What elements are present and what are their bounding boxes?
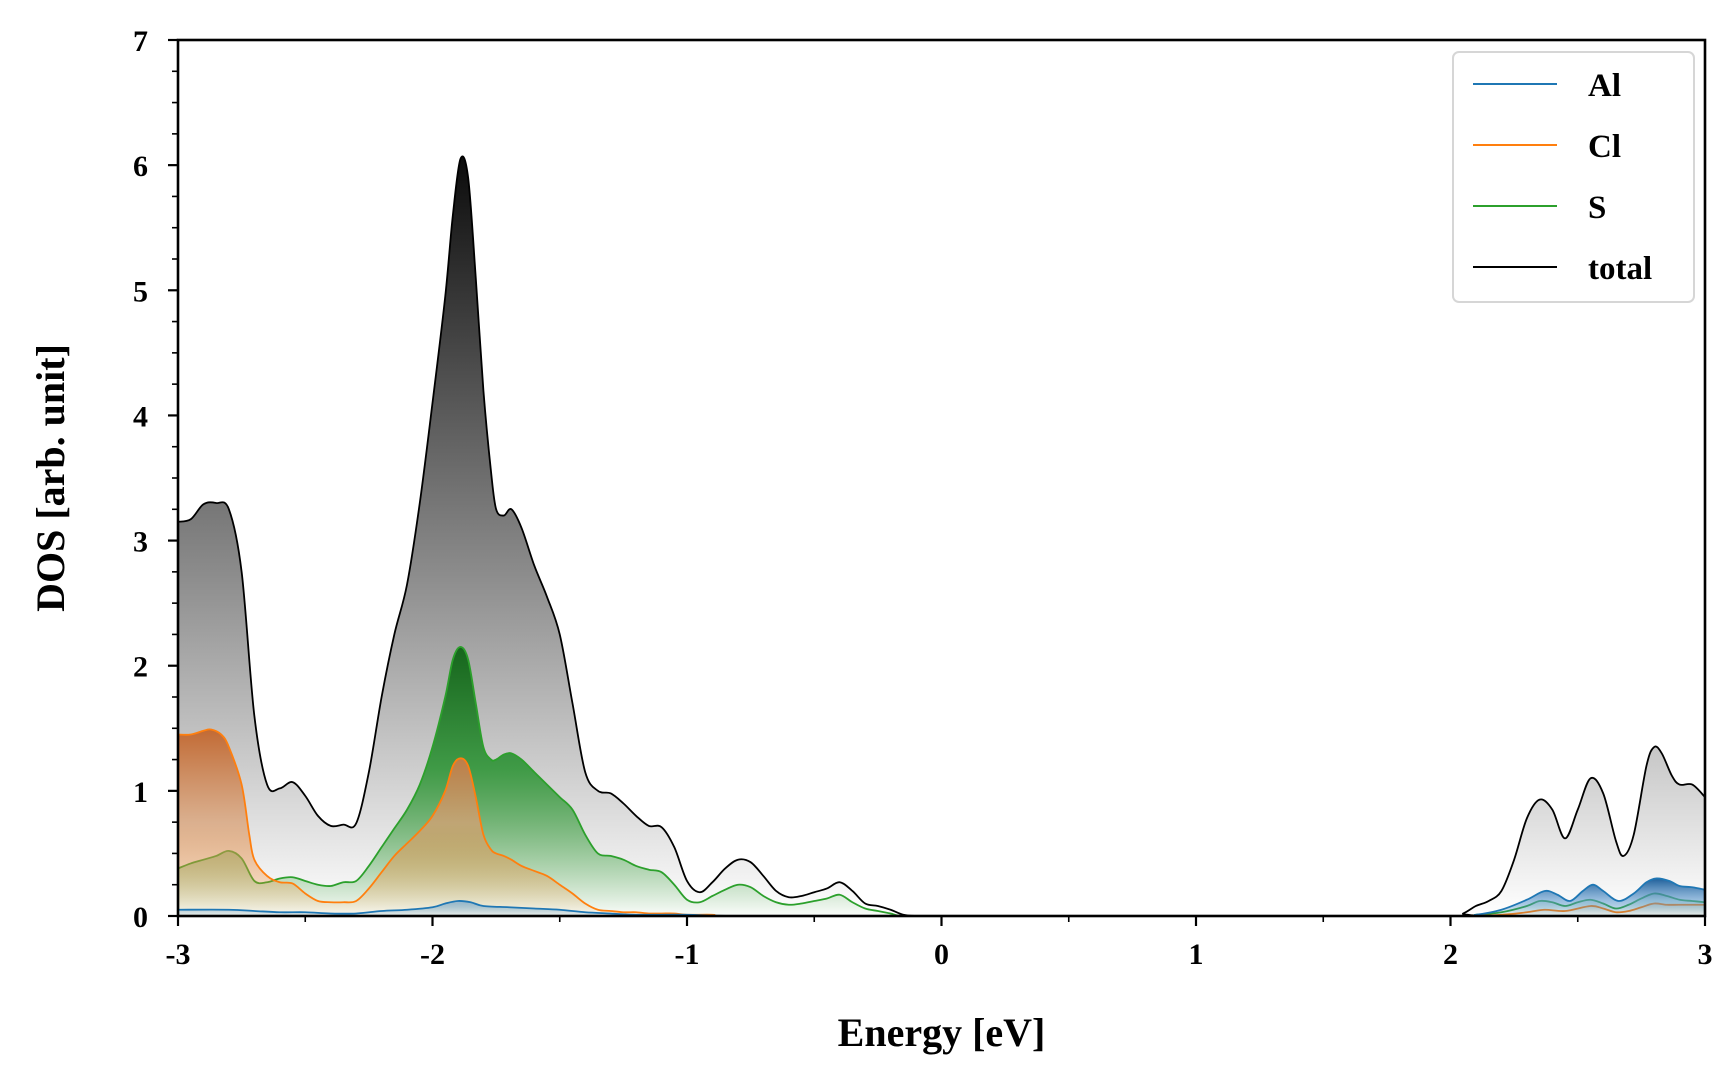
series-al [178, 877, 1705, 916]
y-tick-label: 0 [133, 901, 148, 934]
y-tick-label: 3 [133, 526, 148, 559]
x-tick-label: 1 [1189, 938, 1204, 971]
y-tick-label: 5 [133, 275, 148, 308]
y-tick-label: 7 [133, 25, 148, 58]
y-tick-label: 2 [133, 651, 148, 684]
series-total [178, 155, 1705, 916]
area-al [178, 878, 1705, 916]
x-tick-label: -3 [166, 938, 191, 971]
legend-label: Al [1588, 68, 1621, 104]
y-tick-label: 4 [133, 400, 148, 433]
legend-box [1452, 51, 1695, 303]
legend-label: S [1588, 190, 1606, 226]
legend-label: Cl [1588, 129, 1621, 165]
line-total [178, 155, 1705, 916]
series-layer [178, 155, 1705, 916]
x-tick-label: 0 [934, 938, 949, 971]
legend-item-cl: Cl [1473, 129, 1621, 165]
x-tick-label: -2 [420, 938, 445, 971]
legend-item-al: Al [1473, 68, 1621, 104]
legend-item-total: total [1473, 251, 1652, 287]
x-axis-title: Energy [eV] [838, 1010, 1046, 1055]
axes: -3 -2 -1 0 1 2 3 0 1 2 3 4 5 6 7 [133, 25, 1713, 971]
x-tick-label: 2 [1443, 938, 1458, 971]
area-s [178, 646, 1705, 916]
area-total [178, 156, 1705, 916]
legend-label: total [1588, 251, 1652, 287]
y-tick-label: 6 [133, 150, 148, 183]
x-tick-label: -1 [675, 938, 700, 971]
x-tick-label: 3 [1698, 938, 1713, 971]
legend-item-s: S [1473, 190, 1606, 226]
y-axis-title: DOS [arb. unit] [28, 344, 73, 612]
line-al [178, 877, 1705, 916]
y-tick-label: 1 [133, 776, 148, 809]
